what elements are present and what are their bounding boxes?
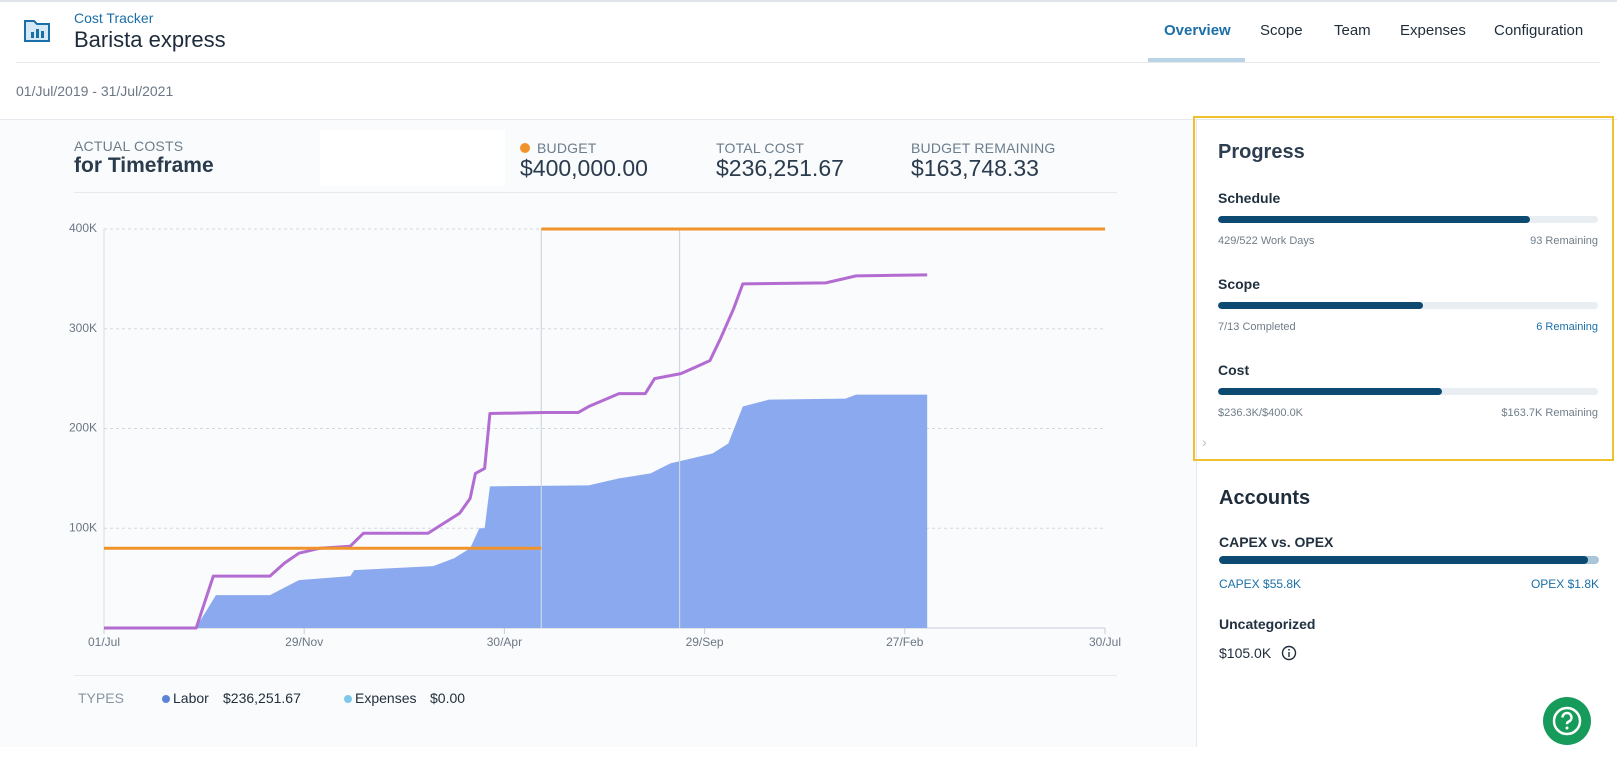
legend-dot bbox=[344, 695, 352, 703]
y-tick-label: 300K bbox=[69, 321, 97, 335]
separator bbox=[74, 192, 1117, 193]
accounts-title: Accounts bbox=[1219, 487, 1311, 509]
line bbox=[104, 227, 1105, 550]
legend-dot bbox=[162, 695, 170, 703]
x-tick-label: 27/Feb bbox=[886, 635, 924, 649]
uncategorized-label: Uncategorized bbox=[1219, 616, 1316, 632]
x-tick-label: 30/Jul bbox=[1089, 635, 1121, 649]
stat-dot bbox=[520, 143, 530, 153]
panel-divider bbox=[1196, 120, 1197, 747]
chart: 100K 200K 300K 400K 01/Jul 29/Nov 30/Apr 29/Sep… bbox=[69, 221, 1121, 649]
uncategorized-value: $105.0K bbox=[1219, 645, 1272, 661]
y-tick-label: 400K bbox=[69, 221, 97, 235]
stat-value: $163,748.33 bbox=[911, 155, 1039, 181]
y-tick-label: 100K bbox=[69, 520, 97, 534]
summary-title-bottom: for Timeframe bbox=[74, 154, 214, 177]
progress-bar bbox=[1218, 302, 1424, 309]
nav-tab[interactable]: Scope bbox=[1260, 22, 1303, 39]
progress-bar bbox=[1218, 216, 1530, 223]
progress-right: $163.7K Remaining bbox=[1501, 407, 1598, 419]
app-name: Cost Tracker bbox=[74, 10, 154, 26]
summary-spacer bbox=[320, 130, 505, 186]
progress-track bbox=[1218, 302, 1598, 309]
x-tick-label: 29/Sep bbox=[686, 635, 724, 649]
chevron: › bbox=[1202, 434, 1207, 450]
accounts-subtitle: CAPEX vs. OPEX bbox=[1219, 534, 1334, 550]
stat-value: $236,251.67 bbox=[716, 155, 844, 181]
progress-left: 7/13 Completed bbox=[1218, 321, 1296, 333]
x-tick-label: 01/Jul bbox=[88, 635, 120, 649]
info-icon[interactable] bbox=[1281, 645, 1297, 661]
stat-value: $400,000.00 bbox=[520, 155, 648, 181]
separator bbox=[74, 675, 1117, 676]
active-tab-underline bbox=[1148, 58, 1245, 62]
progress-name: Cost bbox=[1218, 362, 1250, 378]
nav-tab[interactable]: Overview bbox=[1164, 22, 1231, 39]
area bbox=[104, 394, 928, 628]
project-name: Barista express bbox=[74, 27, 226, 52]
capex-bar bbox=[1219, 556, 1588, 564]
chart-panel bbox=[0, 120, 1196, 747]
progress-track bbox=[1218, 216, 1598, 223]
summary-title-top: ACTUAL COSTS bbox=[74, 138, 184, 154]
legend-name: Labor bbox=[173, 690, 209, 706]
progress-title: Progress bbox=[1218, 141, 1305, 163]
nav-tab[interactable]: Configuration bbox=[1494, 22, 1584, 39]
progress-track bbox=[1218, 388, 1598, 395]
separator bbox=[16, 62, 1600, 63]
x-tick-label: 29/Nov bbox=[285, 635, 323, 649]
stat-label: BUDGET bbox=[537, 140, 597, 156]
top-border bbox=[0, 0, 1617, 2]
progress-right: 6 Remaining bbox=[1536, 321, 1598, 333]
stat-label: TOTAL COST bbox=[716, 140, 805, 156]
legend-name: Expenses bbox=[355, 690, 417, 706]
progress-name: Schedule bbox=[1218, 190, 1281, 206]
line bbox=[104, 273, 928, 630]
progress-right: 93 Remaining bbox=[1530, 235, 1598, 247]
nav-tab[interactable]: Team bbox=[1334, 22, 1371, 39]
app-icon bbox=[24, 20, 50, 42]
progress-left: $236.3K/$400.0K bbox=[1218, 407, 1304, 419]
highlight-box bbox=[1193, 116, 1614, 461]
legend-value: $0.00 bbox=[430, 690, 466, 706]
capex-label: CAPEX $55.8K bbox=[1219, 577, 1302, 591]
stat-label: BUDGET REMAINING bbox=[911, 140, 1056, 156]
progress-bar bbox=[1218, 388, 1443, 395]
date-range: 01/Jul/2019 - 31/Jul/2021 bbox=[16, 83, 174, 99]
types-label: TYPES bbox=[78, 690, 124, 706]
x-tick-label: 30/Apr bbox=[487, 635, 522, 649]
opex-label: OPEX $1.8K bbox=[1530, 577, 1599, 591]
progress-name: Scope bbox=[1218, 276, 1261, 292]
nav-tab[interactable]: Expenses bbox=[1400, 22, 1466, 39]
y-tick-label: 200K bbox=[69, 421, 97, 435]
separator bbox=[0, 119, 1617, 120]
capex-track bbox=[1219, 556, 1599, 564]
progress-left: 429/522 Work Days bbox=[1218, 235, 1315, 247]
legend-value: $236,251.67 bbox=[223, 690, 301, 706]
help-button[interactable] bbox=[1542, 696, 1592, 746]
